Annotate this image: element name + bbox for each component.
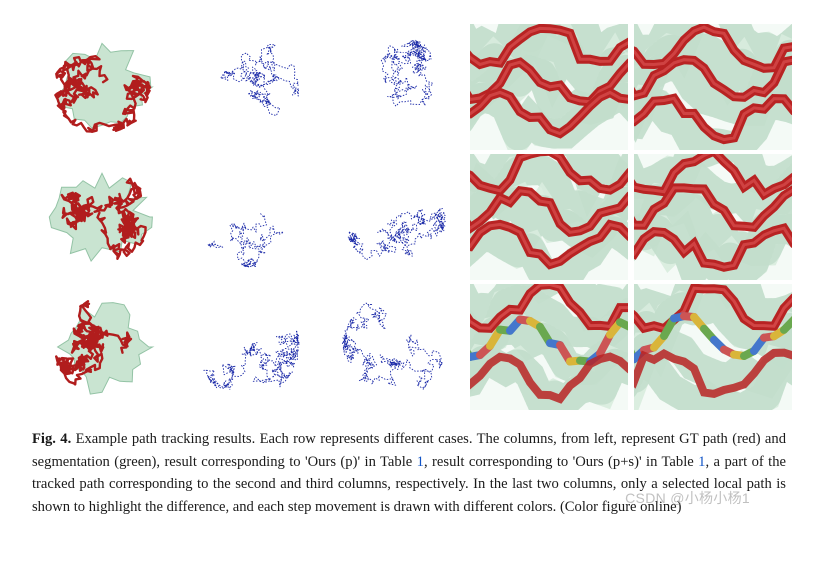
figure-cell-trace	[324, 24, 464, 150]
caption-text-2: , result corresponding to 'Ours (p+s)' i…	[424, 454, 698, 470]
figure-cell-closeup	[470, 24, 628, 150]
figure-cell-trace	[178, 284, 318, 410]
figure-cell-gt	[32, 284, 172, 410]
watermark-text: CSDN @小杨小杨1	[625, 488, 750, 508]
figure-block: Fig. 4. Example path tracking results. E…	[32, 24, 786, 518]
figure-cell-trace	[324, 284, 464, 410]
figure-cell-closeup	[470, 284, 628, 410]
figure-cell-trace	[178, 154, 318, 280]
figure-image-grid	[32, 24, 786, 410]
figure-cell-closeup	[634, 284, 792, 410]
figure-cell-closeup	[470, 154, 628, 280]
figure-cell-trace	[178, 24, 318, 150]
figure-cell-closeup	[634, 24, 792, 150]
caption-label: Fig. 4.	[32, 431, 71, 447]
table-ref-link[interactable]: 1	[417, 454, 424, 470]
figure-cell-trace	[324, 154, 464, 280]
figure-cell-closeup	[634, 154, 792, 280]
figure-cell-gt	[32, 154, 172, 280]
figure-cell-gt	[32, 24, 172, 150]
